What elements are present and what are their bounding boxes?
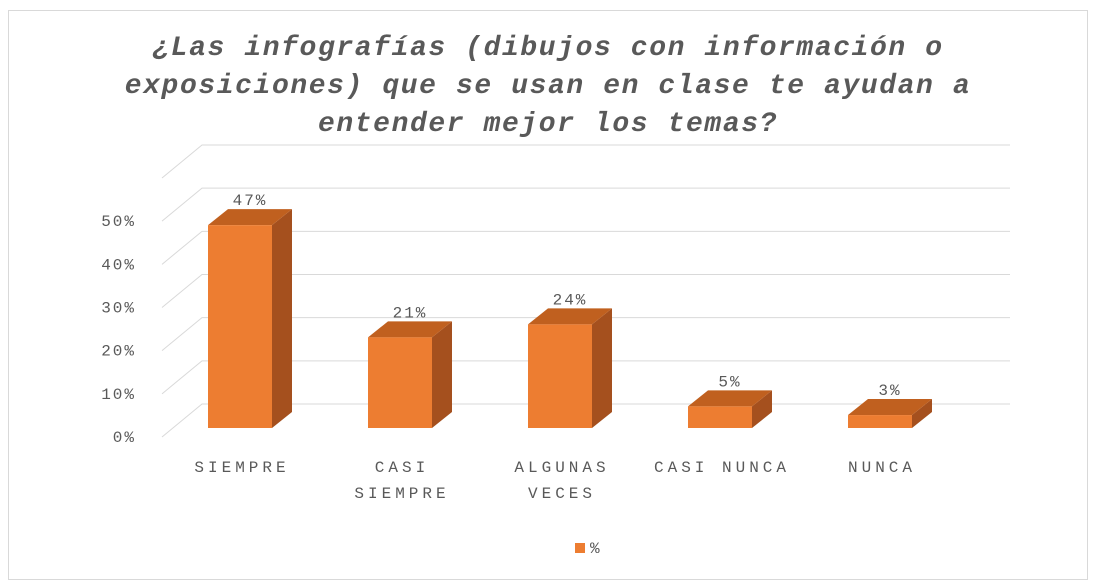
y-tick-label: 20% [101,343,136,361]
x-tick-label: CASI SIEMPRE [354,459,450,503]
bar [368,337,432,428]
data-label: 24% [553,291,588,309]
y-tick-label: 0% [113,429,136,447]
bar-side [432,321,452,428]
bar [848,415,912,428]
y-tick-label: 10% [101,386,136,404]
bar-top [688,390,772,407]
bar [688,406,752,428]
y-tick-label: 40% [101,256,136,274]
data-label: 3% [878,382,901,400]
bar-side [592,308,612,428]
bar-side [912,399,932,428]
x-tick-label: CASI NUNCA [653,459,790,477]
x-tick-label: SIEMPRE [194,459,290,477]
chart-title: ¿Las infografías (dibujos con informació… [124,33,972,140]
bar [528,324,592,428]
grid-line [161,360,1010,395]
bar [208,225,272,428]
legend-swatch [575,543,585,553]
grid-line [161,317,1010,352]
x-tick-label: NUNCA [847,459,916,477]
bar-top [848,399,932,416]
x-tick-label: ALGUNAS VECES [514,459,610,503]
bar-top [208,209,292,226]
data-label: 5% [718,373,741,391]
y-tick-label: 50% [101,213,136,231]
data-label: 21% [393,304,428,322]
grid-line [161,274,1010,308]
bar-side [752,390,772,428]
bar-top [368,321,452,338]
grid-line [161,187,1010,222]
grid-line [161,230,1010,265]
bar-top [528,308,612,325]
y-tick-label: 30% [101,300,136,318]
grid-line [161,144,1010,179]
bar-side [272,209,292,428]
legend-label: % [590,540,602,558]
data-label: 47% [233,192,268,210]
chart-frame [8,10,1088,580]
